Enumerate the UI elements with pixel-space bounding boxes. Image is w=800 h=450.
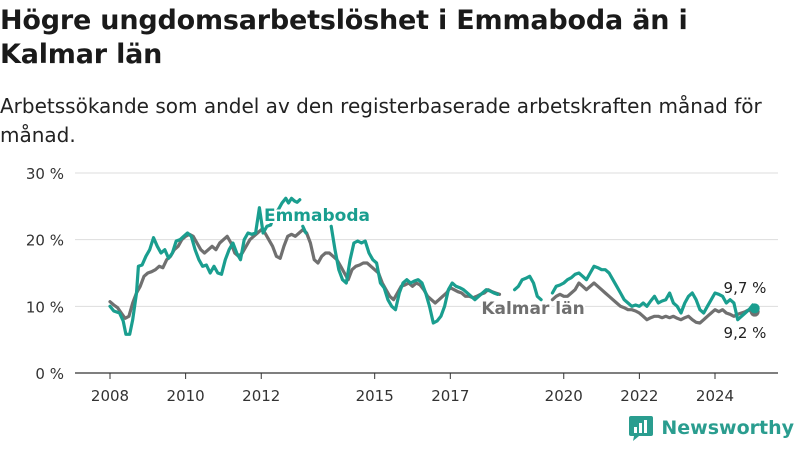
newsworthy-brand[interactable]: Newsworthy (627, 414, 794, 442)
kalmar-series-label: Kalmar län (481, 299, 584, 319)
series-line-segment (108, 228, 502, 320)
x-tick-label: 2022 (620, 387, 658, 405)
x-axis: 2008 2010 2012 2015 2017 2020 2022 2024 (91, 373, 734, 405)
series-kalmar-län (108, 228, 757, 325)
x-tick-label: 2015 (356, 387, 394, 405)
y-tick-label: 0 % (35, 365, 64, 383)
kalmar-end-value-label: 9,2 % (724, 324, 767, 342)
y-axis-labels: 0 % 10 % 20 % 30 % (26, 165, 64, 383)
series-line-segment (513, 274, 543, 302)
series-line-segment (550, 264, 757, 322)
emmaboda-end-marker (749, 303, 760, 314)
brand-name: Newsworthy (661, 417, 794, 439)
y-tick-label: 20 % (26, 232, 64, 250)
series-lines (108, 196, 760, 336)
grid-lines (75, 172, 778, 374)
x-tick-label: 2020 (545, 387, 583, 405)
series-line-segment (108, 196, 302, 336)
x-tick-label: 2010 (167, 387, 205, 405)
series-line-segment (329, 224, 500, 325)
series-emmaboda (108, 196, 757, 336)
y-tick-label: 30 % (26, 165, 64, 183)
series-line-segment (550, 281, 757, 325)
y-tick-label: 10 % (26, 298, 64, 316)
newsworthy-logo-icon (629, 416, 654, 441)
chart-title: Högre ungdomsarbetslöshet i Emmaboda än … (0, 5, 688, 70)
x-tick-label: 2008 (91, 387, 129, 405)
x-tick-label: 2024 (696, 387, 734, 405)
x-tick-label: 2017 (431, 387, 469, 405)
x-tick-label: 2012 (242, 387, 280, 405)
annotations: Emmaboda Kalmar län 9,7 % 9,2 % (262, 204, 768, 344)
series-line-segment (301, 224, 308, 235)
emmaboda-series-label: Emmaboda (264, 206, 370, 226)
emmaboda-end-value-label: 9,7 % (724, 279, 767, 297)
chart-subtitle: Arbetssökande som andel av den registerb… (0, 94, 762, 147)
